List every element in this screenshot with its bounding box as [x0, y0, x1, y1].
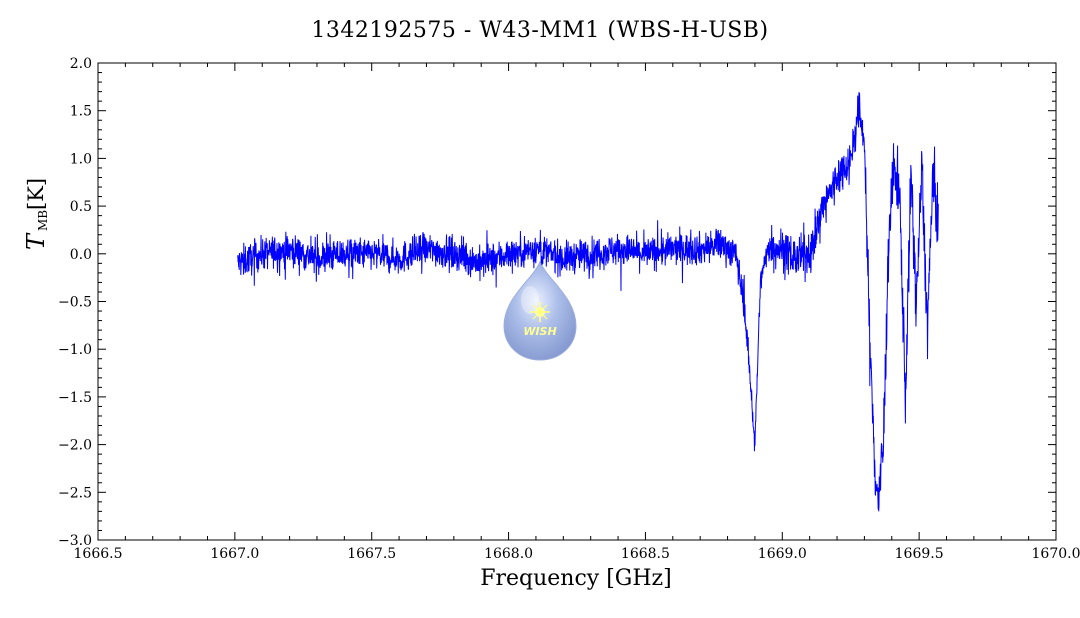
- star-icon: [530, 302, 550, 322]
- x-tick-label: 1669.0: [758, 546, 807, 562]
- x-tick-label: 1669.5: [895, 546, 944, 562]
- x-axis-label: Frequency [GHz]: [480, 566, 672, 591]
- x-tick-label: 1668.0: [484, 546, 533, 562]
- y-tick-label: −3.0: [58, 533, 92, 549]
- chart-title: 1342192575 - W43-MM1 (WBS-H-USB): [311, 18, 769, 43]
- y-tick-label: 0.0: [70, 247, 92, 263]
- x-tick-label: 1670.0: [1032, 546, 1080, 562]
- y-tick-label: −2.0: [58, 438, 92, 454]
- x-tick-label: 1668.5: [621, 546, 670, 562]
- x-tick-label: 1666.5: [74, 546, 123, 562]
- x-tick-label: 1667.0: [210, 546, 259, 562]
- y-tick-label: −1.0: [58, 342, 92, 358]
- spectrum-series-line: [237, 92, 939, 512]
- wish-logo-text: WISH: [523, 325, 556, 338]
- y-tick-label: −1.5: [58, 390, 92, 406]
- y-tick-label: −0.5: [58, 295, 92, 311]
- plot-frame: [97, 62, 1057, 541]
- y-tick-label: −2.5: [58, 485, 92, 501]
- y-tick-label: 1.5: [70, 104, 92, 120]
- y-tick-label: 0.5: [70, 199, 92, 215]
- y-tick-label: 2.0: [70, 56, 92, 72]
- y-tick-label: 1.0: [70, 151, 92, 167]
- x-tick-label: 1667.5: [347, 546, 396, 562]
- wish-logo-watermark: WISH: [503, 260, 577, 361]
